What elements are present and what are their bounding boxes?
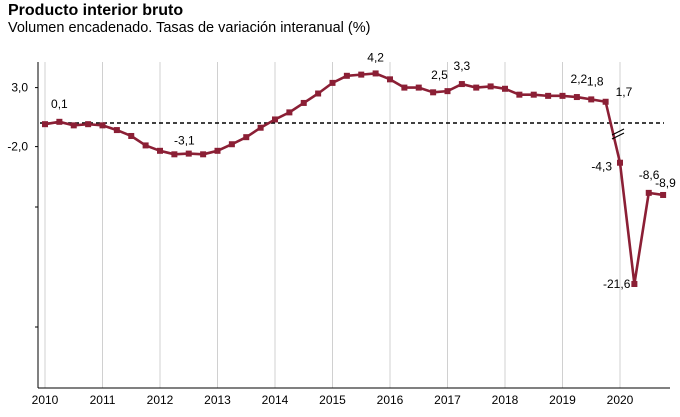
x-tick-label: 2019 bbox=[549, 393, 576, 407]
data-point bbox=[171, 151, 178, 158]
data-point bbox=[157, 147, 163, 154]
data-point bbox=[387, 76, 393, 83]
data-point bbox=[243, 134, 250, 141]
series-line bbox=[44, 72, 664, 286]
data-point bbox=[487, 83, 494, 90]
data-label: 4,2 bbox=[367, 50, 384, 64]
chart-axes bbox=[35, 62, 670, 389]
data-point bbox=[617, 159, 623, 166]
data-point bbox=[228, 141, 235, 148]
data-point bbox=[142, 142, 149, 149]
x-tick-label: 2014 bbox=[262, 393, 289, 407]
data-point bbox=[516, 91, 523, 98]
data-point bbox=[286, 109, 293, 116]
data-point bbox=[257, 124, 264, 131]
axis-break-mark bbox=[611, 128, 625, 136]
data-point bbox=[372, 70, 379, 77]
data-label: 2,5 bbox=[431, 68, 448, 82]
data-point bbox=[315, 90, 322, 97]
data-point bbox=[430, 89, 437, 96]
data-label: -8,6 bbox=[639, 168, 660, 182]
y-tick-label: 3,0 bbox=[11, 81, 28, 95]
x-tick-label: 2015 bbox=[319, 393, 346, 407]
data-label: 1,7 bbox=[616, 85, 633, 99]
chart-subtitle: Volumen encadenado. Tasas de variación i… bbox=[8, 20, 371, 36]
data-point bbox=[415, 84, 422, 91]
x-tick-label: 2010 bbox=[32, 393, 59, 407]
chart-title: Producto interior bruto bbox=[8, 2, 184, 19]
data-point bbox=[573, 94, 580, 101]
x-tick-label: 2018 bbox=[492, 393, 519, 407]
data-point bbox=[200, 151, 207, 158]
data-label: 0,1 bbox=[51, 97, 68, 111]
data-point bbox=[602, 98, 609, 105]
data-point bbox=[70, 122, 77, 129]
data-label: -4,3 bbox=[591, 160, 612, 174]
data-label: -21,6 bbox=[603, 277, 631, 291]
data-point bbox=[343, 72, 350, 79]
data-point bbox=[56, 118, 63, 125]
data-point bbox=[458, 81, 465, 88]
x-tick-label: 2020 bbox=[607, 393, 634, 407]
data-label: 3,3 bbox=[454, 59, 471, 73]
x-tick-label: 2013 bbox=[204, 393, 231, 407]
data-point bbox=[530, 91, 537, 98]
data-label: -3,1 bbox=[174, 133, 195, 147]
y-tick-label: -2,0 bbox=[7, 140, 28, 154]
data-point bbox=[42, 121, 48, 128]
data-point bbox=[401, 84, 408, 91]
data-point bbox=[545, 92, 552, 99]
data-point bbox=[300, 99, 307, 106]
data-point bbox=[358, 71, 365, 78]
data-point bbox=[588, 96, 595, 103]
axis-break-mark bbox=[611, 132, 625, 140]
data-point bbox=[502, 85, 508, 92]
x-tick-label: 2016 bbox=[377, 393, 404, 407]
data-point bbox=[660, 191, 667, 198]
data-point bbox=[272, 116, 278, 123]
data-label: 1,8 bbox=[587, 74, 604, 88]
data-point bbox=[85, 121, 92, 128]
data-label: 2,2 bbox=[571, 72, 588, 86]
data-point bbox=[645, 189, 652, 196]
data-point bbox=[559, 92, 566, 99]
data-label: -8,9 bbox=[655, 176, 676, 190]
x-tick-label: 2017 bbox=[434, 393, 461, 407]
data-point bbox=[444, 88, 451, 95]
vertical-gridlines bbox=[44, 62, 621, 388]
gdp-series bbox=[42, 70, 667, 287]
data-point bbox=[113, 127, 120, 134]
data-point bbox=[99, 122, 106, 129]
data-labels: 0,1 -3,1 4,2 2,5 3,3 2,2 1,8 1,7 -4,3 -21,6 -8,6-8… bbox=[51, 50, 676, 291]
data-point bbox=[128, 132, 135, 139]
data-point bbox=[185, 150, 192, 157]
data-point bbox=[214, 147, 221, 154]
data-point bbox=[473, 84, 480, 91]
x-tick-label: 2012 bbox=[147, 393, 174, 407]
data-point bbox=[329, 79, 336, 86]
axis-tick-labels: 2010 2011 2012 2013 2014 2015 2016 2017 2018 2019… bbox=[7, 81, 633, 407]
x-tick-label: 2011 bbox=[90, 393, 116, 407]
data-point bbox=[631, 281, 638, 287]
